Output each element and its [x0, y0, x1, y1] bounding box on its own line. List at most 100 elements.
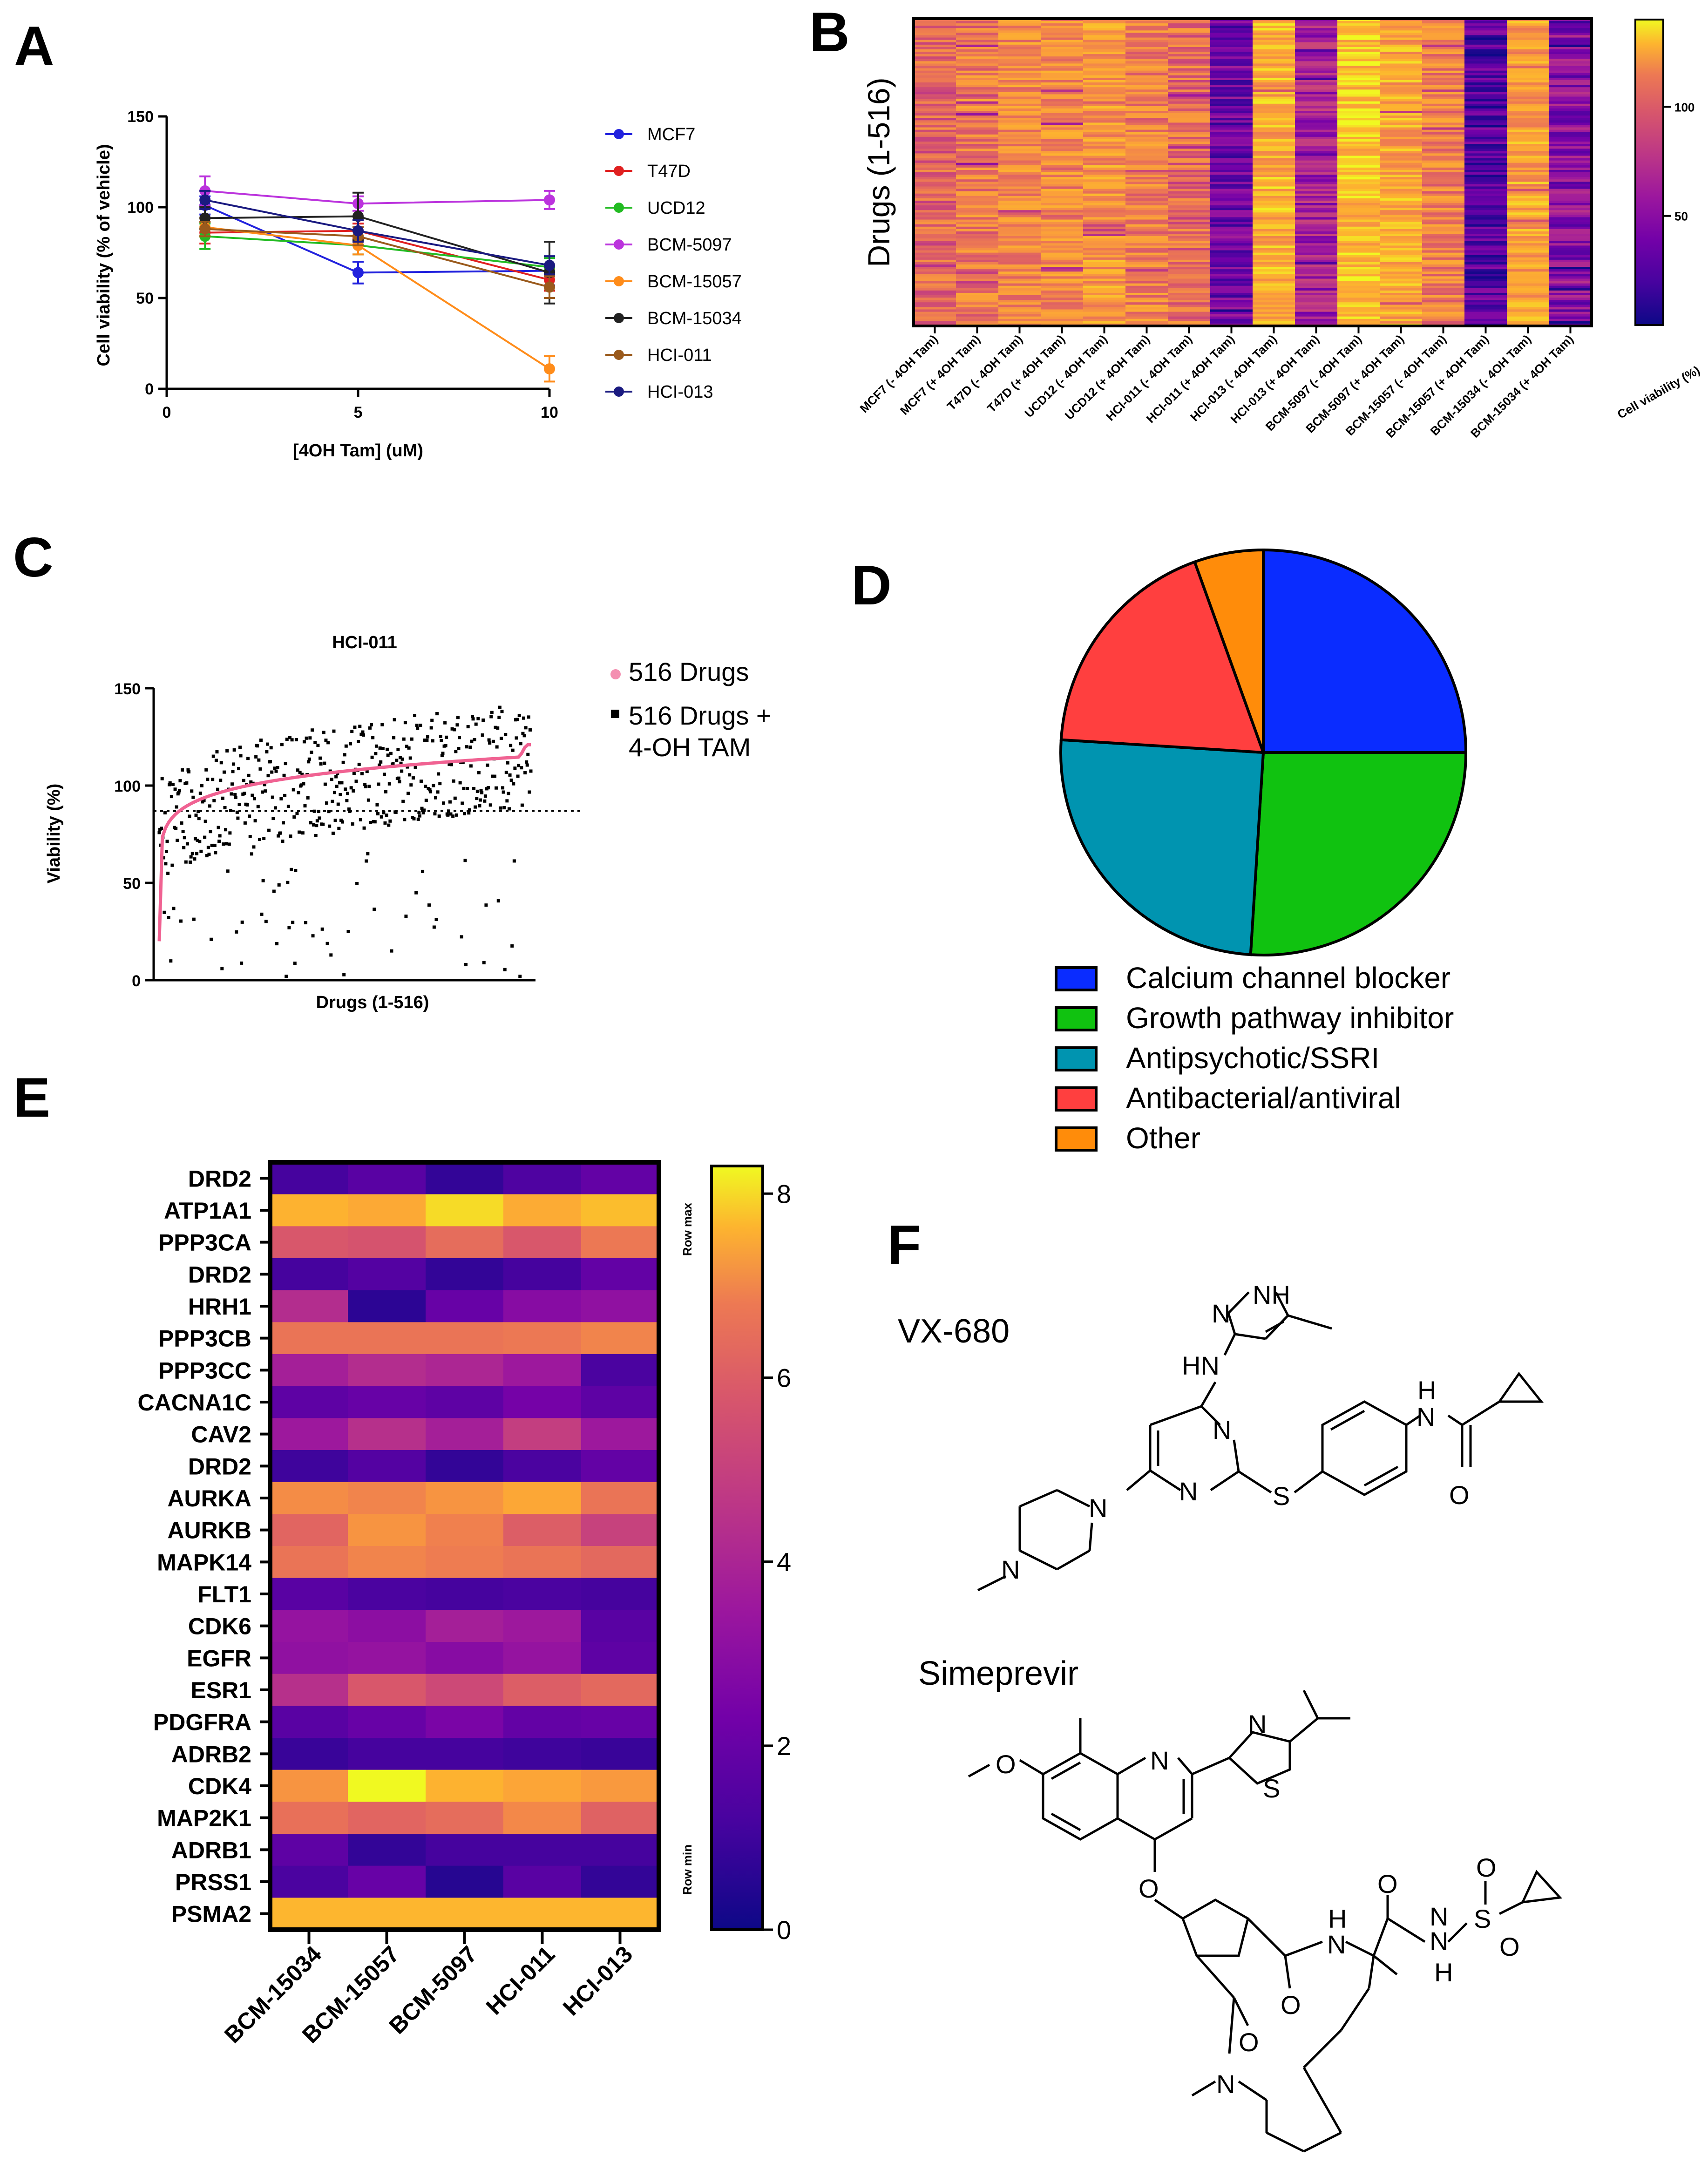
b-heat-cell [1295, 224, 1338, 227]
c-data-point [373, 908, 376, 911]
b-heat-cell [1295, 281, 1338, 284]
b-heat-cell [1168, 120, 1211, 123]
b-heat-cell [1210, 175, 1253, 177]
c-data-point [431, 739, 434, 743]
b-heat-cell [914, 111, 956, 114]
b-heat-cell [956, 54, 999, 57]
b-heat-cell [1422, 302, 1465, 305]
b-heat-cell [1507, 278, 1550, 282]
c-data-point [286, 881, 290, 884]
b-heat-cell [1380, 290, 1423, 293]
b-heat-cell [1422, 231, 1465, 234]
b-heat-cell [998, 217, 1041, 220]
b-heat-cell [1253, 179, 1295, 182]
b-heat-cell [1464, 238, 1507, 241]
b-heat-cell [1210, 269, 1253, 272]
b-heat-cell [1380, 175, 1423, 177]
b-heat-cell [1168, 319, 1211, 322]
b-heat-cell [1125, 151, 1168, 154]
b-heat-cell [1380, 203, 1423, 206]
b-heat-cell [1295, 23, 1338, 26]
c-data-point [312, 823, 316, 827]
c-data-point [260, 912, 264, 916]
c-data-point [281, 839, 285, 843]
b-heat-cell [914, 54, 956, 57]
b-heat-cell [956, 87, 999, 90]
b-heat-cell [1422, 288, 1465, 291]
c-data-point [164, 850, 168, 854]
c-data-point [524, 726, 528, 730]
b-heat-cell [1253, 274, 1295, 277]
b-heat-cell [1041, 129, 1084, 133]
b-heat-cell [1549, 146, 1592, 149]
b-heat-cell [1210, 63, 1253, 67]
b-heat-cell [1168, 314, 1211, 317]
b-heat-cell [1380, 165, 1423, 168]
c-x-axis-title: Drugs (1-516) [316, 993, 429, 1012]
b-heat-cell [1210, 73, 1253, 76]
b-heat-cell [1464, 215, 1507, 218]
b-heat-cell [998, 231, 1041, 234]
c-data-point [419, 724, 422, 727]
b-heat-cell [1337, 274, 1380, 277]
b-heat-cell [1422, 37, 1465, 41]
b-heat-cell [1380, 319, 1423, 322]
c-data-point [214, 759, 218, 762]
b-heat-cell [998, 292, 1041, 296]
b-heat-cell [1168, 217, 1211, 220]
b-heat-cell [1168, 215, 1211, 218]
b-heat-cell [1422, 77, 1465, 81]
c-data-point [235, 930, 238, 934]
b-heat-cell [1168, 226, 1211, 230]
b-heat-cell [1083, 80, 1126, 83]
b-heat-cell [914, 205, 956, 208]
b-heat-cell [1337, 111, 1380, 114]
b-heat-cell [914, 42, 956, 45]
b-heat-cell [998, 264, 1041, 267]
b-heat-cell [1295, 212, 1338, 215]
b-heat-cell [1041, 118, 1084, 121]
b-heat-cell [998, 94, 1041, 97]
b-heat-cell [1041, 56, 1084, 59]
b-heat-cell [914, 179, 956, 182]
b-heat-cell [1507, 47, 1550, 50]
b-heat-cell [1083, 92, 1126, 95]
b-heat-cell [1210, 80, 1253, 83]
b-heat-cell [956, 269, 999, 272]
b-heat-cell [1380, 241, 1423, 244]
b-heat-cell [1083, 165, 1126, 168]
b-heat-cell [1210, 196, 1253, 199]
b-heat-cell [1422, 66, 1465, 69]
c-data-point [186, 768, 190, 772]
b-heat-cell [914, 175, 956, 177]
b-heat-cell [1337, 231, 1380, 234]
b-heat-cell [1337, 175, 1380, 177]
b-heat-cell [998, 274, 1041, 277]
b-heat-cell [1168, 307, 1211, 310]
c-data-point [395, 759, 399, 762]
b-heat-cell [1422, 316, 1465, 319]
b-heat-cell [1083, 56, 1126, 59]
c-data-point [324, 739, 328, 742]
b-heat-cell [998, 259, 1041, 263]
b-heat-cell [1507, 210, 1550, 213]
b-heat-cell [914, 191, 956, 194]
b-heat-cell [1380, 30, 1423, 34]
c-data-point [175, 805, 178, 809]
b-heat-cell [1464, 226, 1507, 230]
b-heat-cell [1380, 200, 1423, 203]
b-heat-cell [1083, 44, 1126, 47]
b-heat-cell [1337, 40, 1380, 43]
e-heat-cell [581, 1642, 659, 1675]
c-data-point [453, 728, 456, 732]
b-heat-cell [1507, 136, 1550, 140]
b-heat-cell [1168, 142, 1211, 144]
c-data-point [274, 769, 278, 773]
c-data-point [325, 801, 328, 805]
b-heat-cell [1337, 101, 1380, 104]
c-data-point [250, 852, 253, 856]
b-heat-cell [1464, 276, 1507, 279]
b-heat-cell [956, 182, 999, 184]
b-heat-cell [956, 276, 999, 279]
